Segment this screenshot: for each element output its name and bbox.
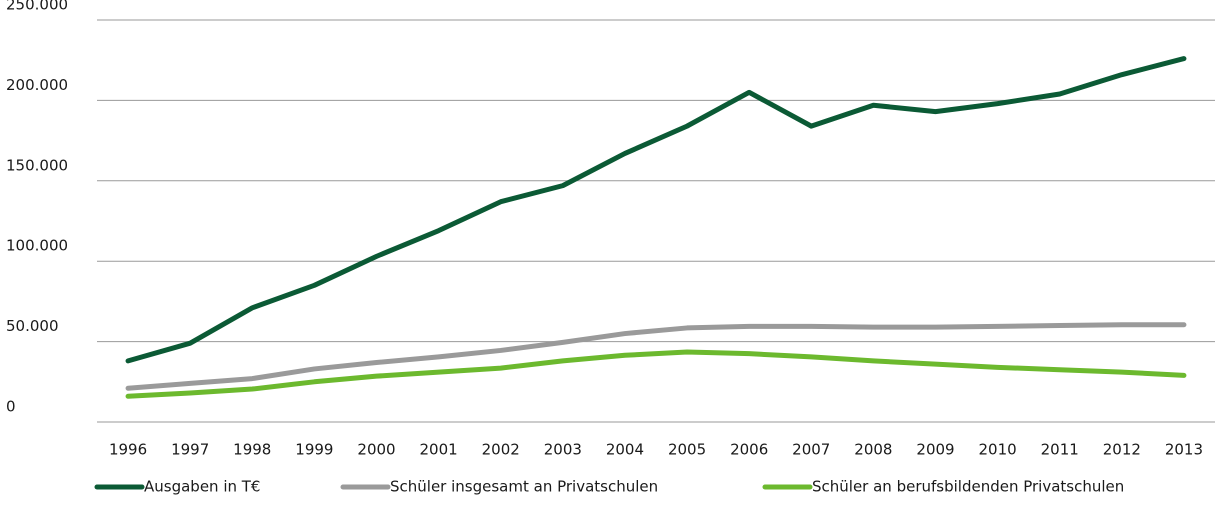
x-tick-label: 2004: [606, 441, 644, 459]
legend-label: Schüler insgesamt an Privatschulen: [390, 478, 658, 496]
series-line: [125, 349, 1187, 399]
x-tick-label: 2000: [357, 441, 395, 459]
x-tick-label: 2002: [482, 441, 520, 459]
x-tick-label: 2005: [668, 441, 706, 459]
x-tick-label: 2006: [730, 441, 768, 459]
y-tick-label: 200.000: [6, 76, 68, 94]
x-tick-label: 1998: [233, 441, 271, 459]
x-tick-label: 1999: [295, 441, 333, 459]
y-tick-label: 250.000: [6, 0, 68, 14]
x-tick-label: 2003: [544, 441, 582, 459]
series-line: [125, 322, 1187, 391]
x-tick-label: 2011: [1041, 441, 1079, 459]
y-tick-label: 0: [6, 398, 16, 416]
legend-label: Schüler an berufsbildenden Privatschulen: [812, 478, 1124, 496]
y-tick-label: 100.000: [6, 237, 68, 255]
y-tick-label: 150.000: [6, 156, 68, 174]
x-tick-label: 2008: [854, 441, 892, 459]
legend-label: Ausgaben in T€: [144, 478, 260, 496]
x-tick-label: 2007: [792, 441, 830, 459]
x-tick-label: 2009: [916, 441, 954, 459]
x-tick-label: 2013: [1165, 441, 1203, 459]
x-tick-label: 1997: [171, 441, 209, 459]
series-line: [125, 56, 1187, 364]
x-tick-label: 1996: [109, 441, 147, 459]
x-tick-label: 2012: [1103, 441, 1141, 459]
x-tick-label: 2001: [420, 441, 458, 459]
y-tick-label: 50.000: [6, 317, 59, 335]
x-tick-label: 2010: [979, 441, 1017, 459]
